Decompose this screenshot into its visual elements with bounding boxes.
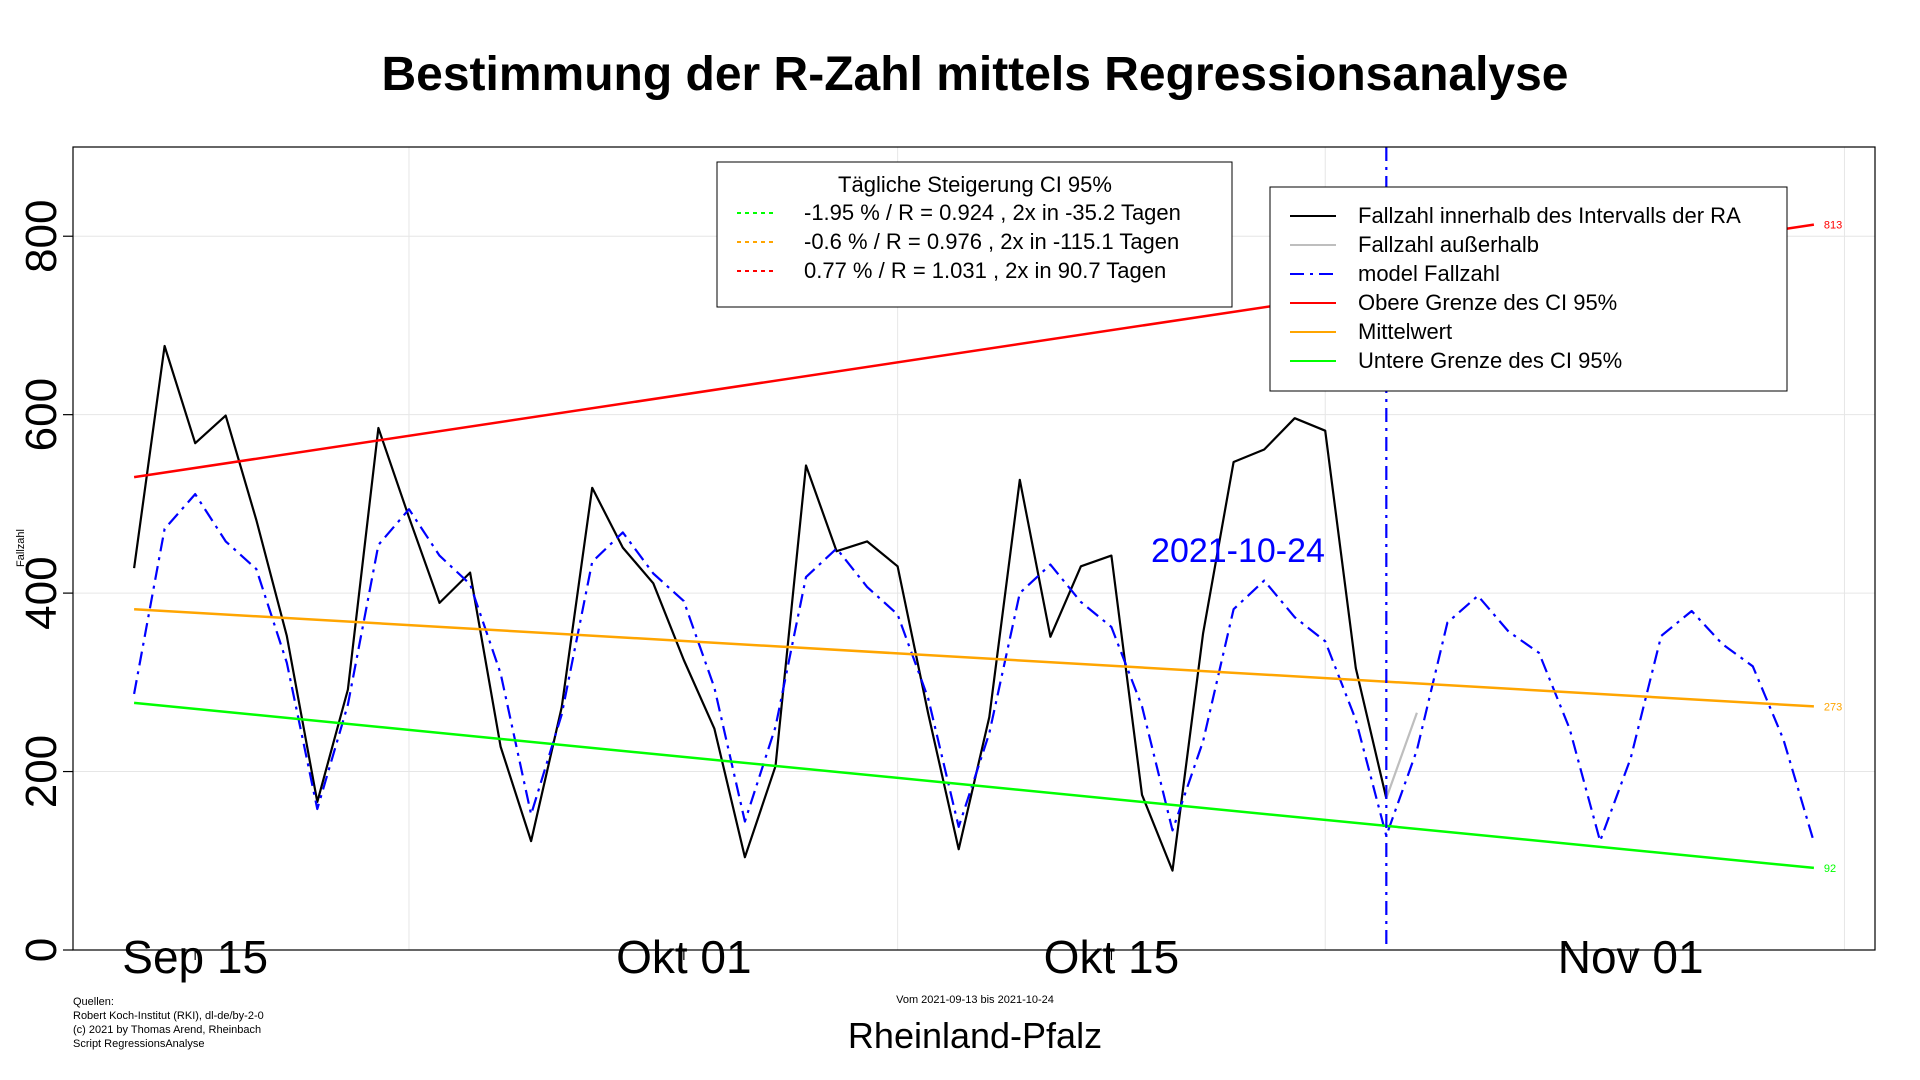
x-tick-label: Okt 15	[1044, 931, 1180, 983]
source-line-0: Quellen:	[73, 996, 114, 1008]
plot-border	[72, 146, 1876, 951]
period-label: Vom 2021-09-13 bis 2021-10-24	[896, 994, 1054, 1006]
series-model-fallzahl	[133, 493, 1815, 843]
ci-box-rows: -1.95 % / R = 0.924 , 2x in -35.2 Tagen -…	[737, 200, 1181, 283]
source-line-2: (c) 2021 by Thomas Arend, Rheinbach	[73, 1024, 261, 1036]
legend-item-text: Untere Grenze des CI 95%	[1358, 348, 1622, 373]
x-axis: Sep 15 Okt 01 Okt 15 Nov 01	[122, 931, 1703, 983]
series-untere-grenze-des-ci-95	[133, 701, 1815, 870]
y-tick-label: 800	[17, 200, 66, 273]
legend-item-text: Mittelwert	[1358, 319, 1452, 344]
chart-title: Bestimmung der R-Zahl mittels Regression…	[381, 48, 1568, 101]
y-tick-label: 200	[17, 735, 66, 808]
x-tick-label: Nov 01	[1558, 931, 1704, 983]
legend-frame	[1269, 186, 1788, 392]
region-label: Rheinland-Pfalz	[848, 1015, 1102, 1056]
y-tick-label: 600	[17, 378, 66, 451]
sources-block: Quellen: Robert Koch-Institut (RKI), dl-…	[73, 996, 264, 1050]
y-tick-label: 400	[17, 556, 66, 629]
end-label-untere-grenze-des-ci-95: 92	[1824, 863, 1836, 875]
y-tick-label: 0	[17, 938, 66, 962]
source-line-1: Robert Koch-Institut (RKI), dl-de/by-2-0	[73, 1010, 264, 1022]
ci-row-text: -1.95 % / R = 0.924 , 2x in -35.2 Tagen	[804, 200, 1181, 225]
cutoff-date-label: 2021-10-24	[1151, 532, 1325, 570]
series-fallzahl-innerhalb-des-intervalls-der-ra	[133, 344, 1388, 872]
legend: Fallzahl innerhalb des Intervalls der RA…	[1269, 186, 1788, 392]
source-line-3: Script RegressionsAnalyse	[73, 1038, 204, 1050]
end-label-obere-grenze-des-ci-95: 813	[1824, 220, 1842, 232]
legend-item-text: Obere Grenze des CI 95%	[1358, 290, 1617, 315]
series-fallzahl-au-erhalb	[1385, 712, 1418, 799]
ci-box-frame	[716, 161, 1233, 308]
legend-item-text: Fallzahl innerhalb des Intervalls der RA	[1358, 203, 1741, 228]
ci-box-title: Tägliche Steigerung CI 95%	[838, 172, 1112, 197]
ci-box: Tägliche Steigerung CI 95% -1.95 % / R =…	[716, 161, 1233, 308]
series-mittelwert	[134, 607, 1814, 708]
legend-item-text: model Fallzahl	[1358, 261, 1500, 286]
x-tick-label: Okt 01	[616, 931, 752, 983]
legend-item-text: Fallzahl außerhalb	[1358, 232, 1539, 257]
legend-rows: Fallzahl innerhalb des Intervalls der RA…	[1290, 203, 1741, 373]
y-axis: 0 200 400 600 800	[17, 200, 73, 962]
ci-row-text: 0.77 % / R = 1.031 , 2x in 90.7 Tagen	[804, 258, 1166, 283]
y-axis-label: Fallzahl	[15, 529, 27, 567]
end-label-mittelwert: 273	[1824, 701, 1842, 713]
x-tick-label: Sep 15	[122, 931, 268, 983]
end-labels: 813 273 92	[1824, 220, 1842, 875]
ci-row-text: -0.6 % / R = 0.976 , 2x in -115.1 Tagen	[804, 229, 1179, 254]
